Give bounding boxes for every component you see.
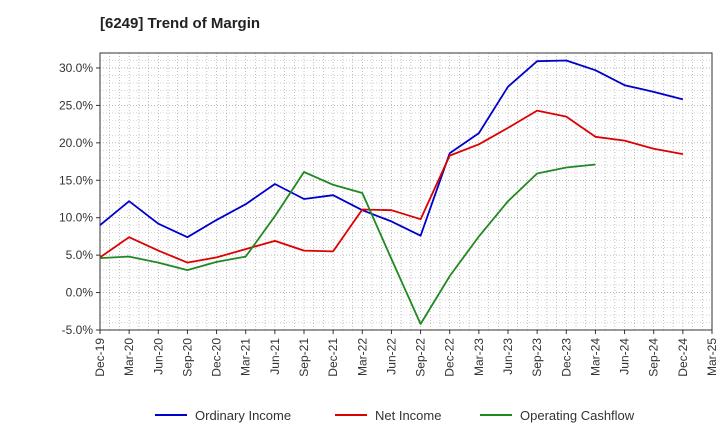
- x-tick-label: Mar-23: [472, 338, 486, 376]
- legend: Ordinary Income Net Income Operating Cashf…: [155, 408, 635, 423]
- y-tick-label: 15.0%: [59, 173, 93, 187]
- series-line-2: [99, 109, 684, 264]
- x-tick-label: Jun-22: [384, 338, 398, 375]
- x-tick-label: Dec-24: [676, 338, 690, 377]
- y-tick-label: 25.0%: [59, 98, 93, 112]
- x-tick-label: Sep-22: [414, 338, 428, 377]
- x-tick-label: Jun-20: [151, 338, 165, 375]
- x-tick-label: Dec-19: [93, 338, 107, 377]
- x-tick-label: Jun-21: [268, 338, 282, 375]
- x-tick-label: Dec-21: [326, 338, 340, 377]
- x-tick-label: Dec-20: [210, 338, 224, 377]
- x-tick-label: Sep-20: [180, 338, 194, 377]
- grid: [100, 53, 712, 330]
- series-line-1: [99, 59, 684, 239]
- x-tick-label: Mar-24: [588, 338, 602, 376]
- x-axis: Dec-19 Mar-20 Jun-20 Sep-20 Dec-20 Mar-21 Jun-…: [93, 330, 719, 377]
- x-tick-label: Dec-23: [559, 338, 573, 377]
- x-tick-label: Mar-20: [122, 338, 136, 376]
- x-tick-label: Jun-23: [501, 338, 515, 375]
- x-tick-label: Jun-24: [618, 338, 632, 375]
- legend-label-1: Ordinary Income: [195, 408, 291, 423]
- series-lines: [99, 59, 684, 325]
- x-tick-label: Mar-25: [705, 338, 719, 376]
- y-tick-label: 5.0%: [66, 248, 94, 262]
- legend-label-3: Operating Cashflow: [520, 408, 635, 423]
- y-tick-label: -5.0%: [62, 323, 94, 337]
- x-tick-label: Mar-22: [355, 338, 369, 376]
- legend-label-2: Net Income: [375, 408, 441, 423]
- series-line-3: [99, 163, 596, 325]
- plot-frame: [99, 52, 713, 331]
- y-tick-label: 20.0%: [59, 136, 93, 150]
- y-tick-label: 0.0%: [66, 286, 94, 300]
- x-tick-label: Dec-22: [443, 338, 457, 377]
- y-tick-label: 30.0%: [59, 61, 93, 75]
- y-axis: -5.0% 0.0% 5.0% 10.0% 15.0% 20.0% 25.0% 30.0%: [59, 61, 100, 337]
- x-tick-label: Mar-21: [239, 338, 253, 376]
- x-tick-label: Sep-24: [647, 338, 661, 377]
- x-tick-label: Sep-21: [297, 338, 311, 377]
- x-tick-label: Sep-23: [530, 338, 544, 377]
- y-tick-label: 10.0%: [59, 211, 93, 225]
- chart-title: [6249] Trend of Margin: [100, 15, 261, 32]
